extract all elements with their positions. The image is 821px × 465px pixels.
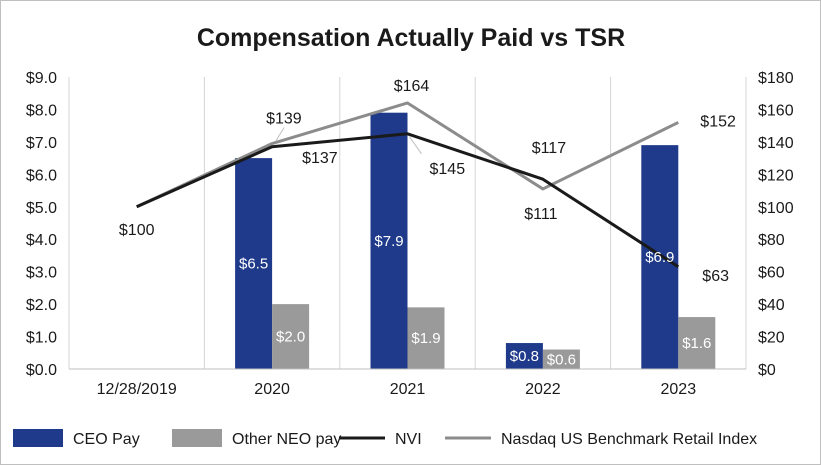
leader-line [409,136,422,155]
legend-item-0: CEO Pay [13,429,140,448]
y-right-tick-label: $160 [758,102,794,119]
legend-item-2: NVI [339,431,422,448]
bar-0-1 [235,158,273,369]
y-left-tick-label: $6.0 [26,167,57,184]
x-tick-label: 12/28/2019 [97,381,177,398]
x-tick-label: 2021 [390,381,426,398]
y-left-tick-label: $1.0 [26,330,57,347]
bar-value-label: $0.8 [510,348,539,365]
bars-layer [235,112,716,369]
legend-swatch [172,429,222,447]
bar-value-label: $1.6 [682,335,711,352]
y-right-tick-label: $100 [758,200,794,217]
bar-value-label: $1.9 [411,330,440,347]
y-right-tick-label: $140 [758,135,794,152]
y-left-tick-label: $4.0 [26,232,57,249]
index-value-label: $152 [700,113,736,130]
bar-1-4 [678,317,716,369]
bar-value-label: $0.6 [547,351,576,368]
bar-value-label: $6.5 [239,256,268,273]
y-left-tick-label: $2.0 [26,297,57,314]
y-right-tick-label: $40 [758,297,785,314]
nvi-value-label: $145 [430,161,466,178]
y-right-tick-label: $60 [758,265,785,282]
index-value-label: $164 [394,78,430,95]
x-tick-label: 2023 [661,381,697,398]
bar-value-label: $2.0 [276,329,305,346]
nvi-value-label: $63 [702,268,729,285]
y-right-tick-label: $120 [758,167,794,184]
bar-1-1 [272,304,310,369]
legend-label: NVI [395,431,422,448]
lines-layer [136,101,680,269]
y-left-tick-label: $0.0 [26,362,57,379]
legend-item-1: Other NEO pay [172,429,341,448]
x-tick-label: 2022 [525,381,561,398]
y-right-tick-label: $20 [758,330,785,347]
nvi-value-label: $137 [302,150,338,167]
y-right-tick-label: $80 [758,232,785,249]
y-right-tick-label: $180 [758,70,794,87]
bar-0-2 [370,112,408,369]
bar-0-4 [641,145,679,369]
bar-value-label: $6.9 [645,249,674,266]
bar-1-2 [407,307,445,369]
x-tick-label: 2020 [254,381,290,398]
nvi-value-label: $100 [119,222,155,239]
index-value-label: $139 [266,111,302,128]
legend-label: Nasdaq US Benchmark Retail Index [501,431,757,448]
legend-label: CEO Pay [73,431,140,448]
y-left-tick-label: $8.0 [26,102,57,119]
leader-line [275,127,285,141]
line-series-0 [136,132,680,269]
y-left-tick-label: $5.0 [26,200,57,217]
bar-0-3 [505,343,543,369]
y-right-tick-label: $0 [758,362,776,379]
legend-item-3: Nasdaq US Benchmark Retail Index [445,431,757,448]
y-left-tick-label: $9.0 [26,70,57,87]
chart-title: Compensation Actually Paid vs TSR [197,24,625,52]
nvi-value-label: $117 [532,140,567,157]
y-left-tick-label: $7.0 [26,135,57,152]
y-left-tick-label: $3.0 [26,265,57,282]
bar-1-3 [542,349,580,369]
legend: CEO Pay Other NEO pay NVI Nasdaq US Benchma… [13,429,757,448]
index-value-label: $111 [524,206,557,223]
line-series-1 [136,101,679,209]
legend-swatch [13,429,63,447]
bar-value-label: $7.9 [374,233,403,250]
labels-layer: $6.5 $7.9 $0.8 $6.9 $2.0 $1.9 $0.6 $1.6 $100 $137… [119,78,736,368]
legend-label: Other NEO pay [232,431,341,448]
axes-layer: $0.0 $1.0 $2.0 $3.0 $4.0 $5.0 $6.0 $7.0 $8.0 $9.0… [26,70,794,398]
